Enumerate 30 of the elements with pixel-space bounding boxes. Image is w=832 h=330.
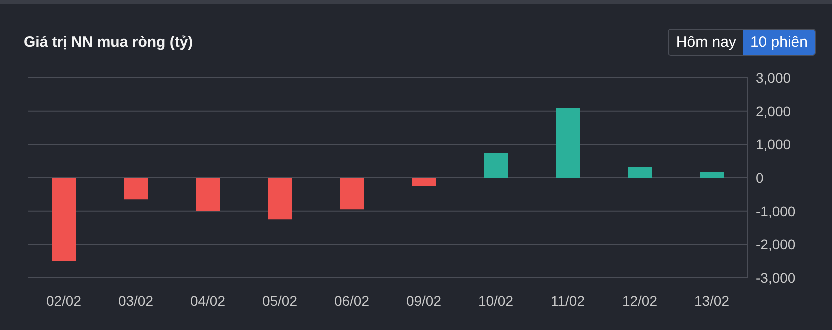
- x-tick-label: 05/02: [262, 292, 298, 309]
- x-tick-label: 12/02: [622, 292, 658, 309]
- bar: [268, 178, 292, 220]
- x-tick-label: 06/02: [334, 292, 370, 309]
- bar: [196, 178, 220, 212]
- bar: [700, 172, 724, 178]
- bar: [556, 108, 580, 178]
- x-tick-label: 03/02: [118, 292, 154, 309]
- bar: [484, 153, 508, 178]
- y-tick-label: 2,000: [756, 103, 792, 120]
- text: Hôm nay: [669, 30, 744, 55]
- y-tick-label: -3,000: [756, 270, 796, 286]
- x-tick-label: 13/02: [694, 292, 730, 309]
- text: 10 phiên: [743, 30, 815, 55]
- x-tick-label: 04/02: [190, 292, 226, 309]
- y-tick-label: 1,000: [756, 136, 792, 153]
- bar: [124, 178, 148, 200]
- bar: [628, 167, 652, 178]
- bar: [340, 178, 364, 210]
- chart-title: Giá trị NN mua ròng (tỷ): [24, 34, 194, 51]
- y-tick-label: 3,000: [756, 70, 792, 86]
- x-tick-label: 02/02: [46, 292, 82, 309]
- bar: [412, 178, 436, 186]
- x-tick-label: 11/02: [551, 292, 586, 309]
- y-tick-label: -2,000: [756, 236, 796, 253]
- x-tick-label: 09/02: [406, 292, 442, 309]
- x-tick-label: 10/02: [478, 292, 514, 309]
- y-tick-label: -1,000: [756, 203, 796, 220]
- bar: [52, 178, 76, 262]
- y-tick-label: 0: [756, 170, 764, 186]
